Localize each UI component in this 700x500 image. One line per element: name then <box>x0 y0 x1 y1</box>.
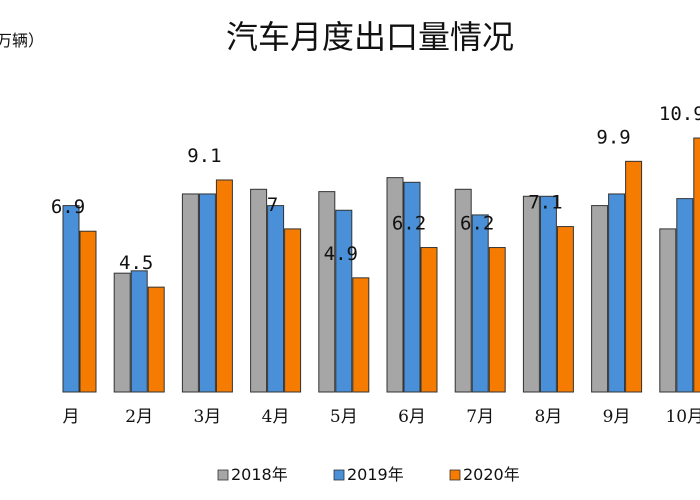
x-tick-label-8: 8月 <box>534 407 562 427</box>
legend-swatch-2020 <box>449 469 461 481</box>
data-label-2020-6: 6.2 <box>392 213 426 235</box>
bar-2020-5 <box>352 277 370 393</box>
bar-2019-5 <box>335 209 353 393</box>
legend: 2018年 2019年 2020年 <box>217 465 520 484</box>
bar-2018-5 <box>318 191 336 393</box>
bar-2019-4 <box>267 205 285 393</box>
x-tick-label-1: 月 <box>63 407 80 427</box>
data-label-2020-3: 9.1 <box>187 145 221 167</box>
bar-2018-8 <box>522 195 540 393</box>
x-tick-label-3: 3月 <box>193 407 221 427</box>
x-tick-label-7: 7月 <box>466 407 494 427</box>
bar-2018-7 <box>454 188 472 393</box>
legend-label-2019: 2019年 <box>347 465 404 484</box>
x-tick-labels: 月2月3月4月5月6月7月8月9月10月11月 <box>63 407 700 427</box>
bar-2020-7 <box>488 247 506 393</box>
bar-2018-2 <box>113 272 131 393</box>
bar-2019-3 <box>198 193 216 393</box>
data-label-2020-2: 4.5 <box>119 252 153 274</box>
bar-2020-1 <box>79 230 97 393</box>
bar-2020-10 <box>693 137 700 393</box>
bar-2018-3 <box>181 193 199 393</box>
bar-2020-2 <box>147 286 165 393</box>
bar-2020-9 <box>625 160 643 393</box>
x-tick-label-6: 6月 <box>398 407 426 427</box>
data-label-2020-5: 4.9 <box>324 243 358 265</box>
bar-2020-6 <box>420 247 438 393</box>
bar-2020-8 <box>556 226 574 393</box>
legend-label-2018: 2018年 <box>231 465 288 484</box>
data-label-2020-8: 7.1 <box>528 192 562 214</box>
bar-2019-2 <box>130 270 148 393</box>
x-tick-label-10: 10月 <box>665 407 700 427</box>
bar-2019-9 <box>608 193 626 393</box>
bar-2018-9 <box>591 205 609 393</box>
data-label-2020-9: 9.9 <box>596 126 630 148</box>
bar-2019-10 <box>676 198 694 393</box>
x-tick-label-9: 9月 <box>603 407 631 427</box>
legend-swatch-2018 <box>217 469 229 481</box>
data-label-2020-1: 6.9 <box>51 196 85 218</box>
bar-2018-6 <box>386 177 404 393</box>
bars-group <box>62 137 700 393</box>
legend-label-2020: 2020年 <box>463 465 520 484</box>
bar-2019-6 <box>403 181 421 393</box>
legend-swatch-2019 <box>333 469 345 481</box>
bar-2019-1 <box>62 205 80 393</box>
bar-2019-7 <box>471 214 489 393</box>
data-labels-group: 6.94.59.174.96.26.27.19.910.912 <box>51 103 700 274</box>
data-label-2020-4: 7 <box>267 194 278 216</box>
bar-2019-8 <box>539 195 557 393</box>
bar-2020-3 <box>215 179 233 393</box>
data-label-2020-10: 10.9 <box>659 103 700 125</box>
data-label-2020-7: 6.2 <box>460 213 494 235</box>
bar-2020-4 <box>284 228 302 393</box>
x-tick-label-2: 2月 <box>125 407 153 427</box>
bar-2018-10 <box>659 228 677 393</box>
x-tick-label-4: 4月 <box>262 407 290 427</box>
unit-label: 万辆） <box>0 31 44 50</box>
bar-2018-4 <box>250 188 268 393</box>
chart-title: 汽车月度出口量情况 <box>226 18 514 56</box>
x-tick-label-5: 5月 <box>330 407 358 427</box>
